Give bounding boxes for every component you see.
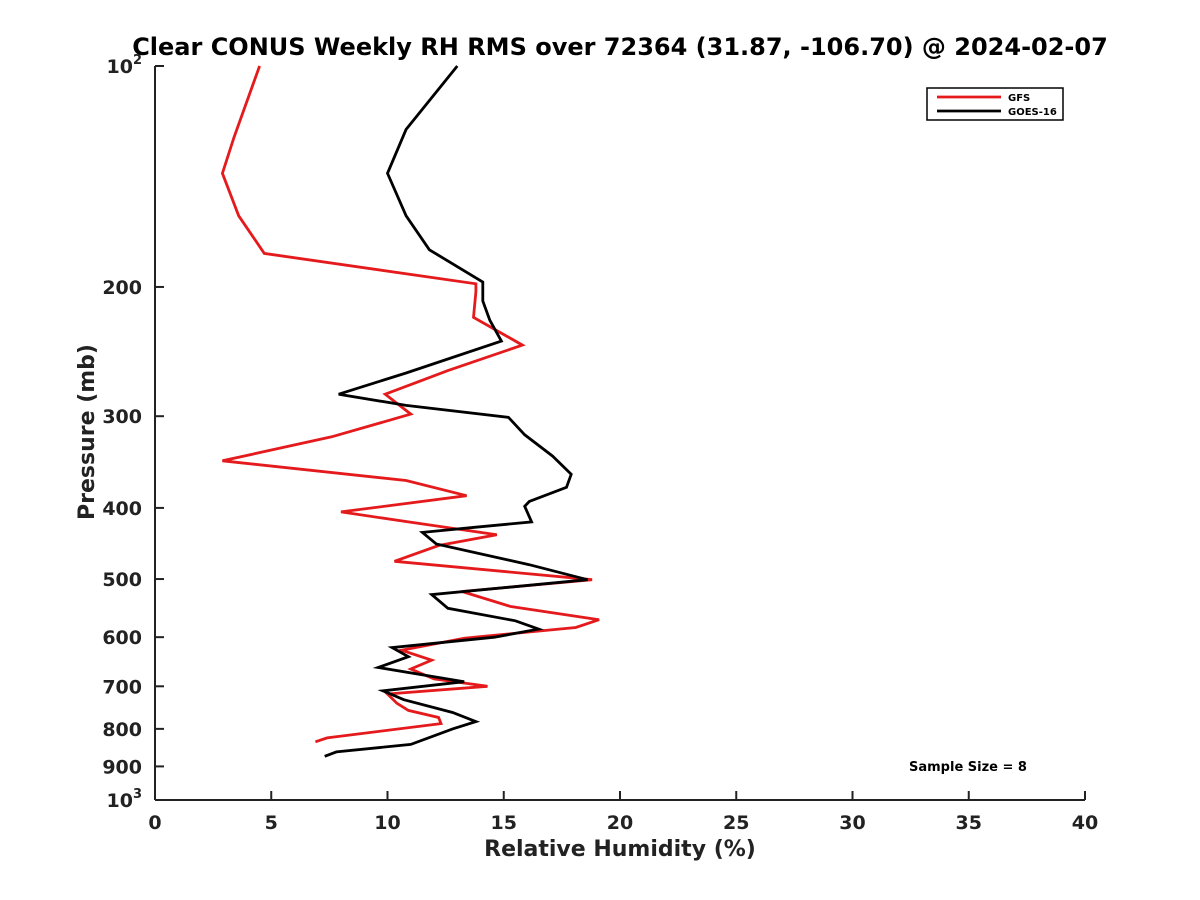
x-tick-label: 35	[956, 812, 982, 834]
chart-title: Clear CONUS Weekly RH RMS over 72364 (31…	[132, 33, 1108, 61]
legend-label: GFS	[1008, 93, 1030, 104]
legend: GFS GOES-16	[926, 87, 1064, 121]
x-tick-label: 20	[607, 812, 633, 834]
y-tick-label: 103	[107, 787, 143, 812]
sample-size-annotation: Sample Size = 8	[909, 760, 1027, 775]
series-layer	[220, 65, 600, 758]
x-tick-label: 15	[491, 812, 517, 834]
x-axis-label: Relative Humidity (%)	[484, 837, 756, 862]
y-tick-label: 700	[102, 676, 142, 698]
y-tick-label: 500	[102, 569, 142, 591]
x-tick-label: 5	[265, 812, 278, 834]
x-tick-label: 10	[374, 812, 400, 834]
y-tick-label: 102	[107, 53, 143, 78]
x-tick-label: 30	[839, 812, 865, 834]
x-tick-label: 0	[148, 812, 161, 834]
y-tick-label: 300	[102, 406, 142, 428]
y-tick-label: 800	[102, 719, 142, 741]
y-tick-label: 400	[102, 498, 142, 520]
y-tick-label: 200	[102, 277, 142, 299]
plot-area	[155, 66, 1085, 800]
series-line-gfs	[220, 65, 600, 744]
y-tick-label: 900	[102, 756, 142, 778]
legend-box	[926, 87, 1064, 121]
series-line-goes-16	[324, 65, 588, 758]
y-tick-label: 600	[102, 627, 142, 649]
axes: 0 5 10 15 20 25 30 35 40 102 200 300 400 500 600 700 800…	[102, 53, 1098, 834]
legend-label: GOES-16	[1008, 107, 1057, 118]
x-tick-label: 25	[723, 812, 749, 834]
x-tick-label: 40	[1072, 812, 1098, 834]
y-axis-label: Pressure (mb)	[75, 344, 100, 520]
